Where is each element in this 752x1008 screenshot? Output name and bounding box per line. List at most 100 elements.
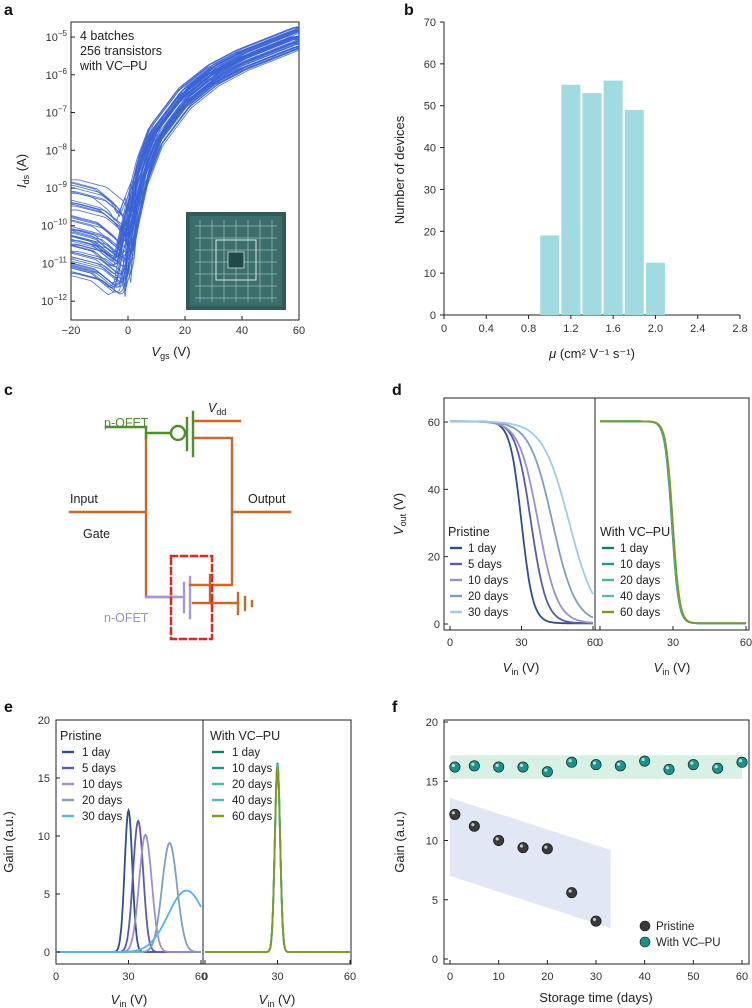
panel-b-x-tick-label: 1.6	[605, 323, 620, 335]
panel-d-legend-label: 60 days	[620, 607, 661, 619]
panel-b-y-tick-label: 60	[424, 59, 436, 71]
panel-f-point	[712, 762, 724, 774]
panel-b-y-tick-label: 70	[424, 17, 436, 29]
panel-a-y-tick-label: 10−6	[46, 67, 68, 82]
panel-e-curves	[56, 762, 350, 953]
panel-b-x-tick-label: 2.8	[732, 323, 747, 335]
panel-b-y-tick-label: 20	[424, 226, 436, 238]
panel-d-x-tick-label: 30	[515, 637, 527, 649]
panel-e-gain-curve	[205, 762, 350, 953]
panel-e-x-axis-label-right: Vin (V)	[259, 992, 296, 1008]
panel-f-point-highlight	[665, 766, 670, 770]
panel-f-legend-marker	[639, 936, 651, 948]
panel-d-legend-label: 1 day	[620, 543, 648, 555]
panel-e-legend-label: 20 days	[82, 795, 123, 807]
panel-a-curves	[70, 25, 300, 297]
panel-e-gain-curve	[56, 889, 202, 953]
panel-a-transfer-curve	[71, 49, 300, 253]
panel-a-x-tick-label: 20	[179, 325, 191, 337]
panel-e-y-tick-label: 5	[44, 889, 50, 901]
panel-f-point	[541, 843, 553, 855]
panel-a-x-tick-label: 0	[125, 325, 131, 337]
panel-b-y-tick-label: 30	[424, 184, 436, 196]
panel-d-vtc-curve	[600, 420, 746, 625]
panel-d-curves	[450, 420, 746, 625]
panel-b-x-ticks: 0 0.4 0.8 1.2 1.6 2.0 2.4 2.8	[441, 315, 748, 335]
panel-b-bar	[624, 109, 644, 316]
panel-a-transfer-curves: −20 0 20 40 60 10−5 10−6 10−7 10−8 10−9 10−10 10−1…	[14, 21, 305, 361]
panel-f-point-highlight	[495, 837, 499, 841]
panel-f-x-tick-label: 0	[447, 971, 453, 983]
panel-b-bars	[540, 80, 665, 316]
panel-b-x-axis-label: μ (cm² V⁻¹ s⁻¹)	[548, 346, 635, 361]
panel-f-legend-marker	[639, 920, 651, 932]
panel-d-x-axis-label-left: Vin (V)	[503, 660, 540, 677]
input-label: Input	[70, 492, 98, 506]
panel-f-point	[687, 759, 699, 771]
panel-b-y-tick-label: 0	[430, 310, 436, 322]
panel-f-x-tick-label: 10	[493, 971, 505, 983]
panel-a-annotation-line-2: 256 transistors	[80, 44, 162, 58]
panel-a-y-ticks: 10−5 10−6 10−7 10−8 10−9 10−10 10−11 10−12	[41, 29, 75, 308]
panel-a-transfer-curve	[70, 36, 299, 222]
panel-e-legend-label: 40 days	[232, 795, 273, 807]
panel-b-mobility-histogram: 0 0.4 0.8 1.2 1.6 2.0 2.4 2.8 0 10 20 30 40 50 60 70 μ…	[392, 17, 748, 361]
panel-f-point	[590, 759, 602, 771]
output-label: Output	[248, 492, 286, 506]
panel-f-point	[517, 761, 529, 773]
panel-e-legend-label: 10 days	[82, 779, 123, 791]
panel-e-gain-curve	[205, 767, 350, 953]
panel-e-legend-title: Pristine	[60, 729, 102, 743]
panel-a-transfer-curve	[70, 25, 300, 217]
panel-f-point	[449, 761, 461, 773]
panel-f-point-highlight	[592, 917, 597, 922]
panel-e-legend-title: With VC–PU	[210, 729, 280, 743]
panel-e-gain-curve	[205, 765, 350, 953]
panel-d-legend-label: 10 days	[468, 575, 509, 587]
panel-e-gain-curve	[205, 763, 350, 953]
panel-d-x-axis-label-right: Vin (V)	[654, 660, 691, 677]
panel-a-transfer-curve	[71, 40, 300, 281]
panel-f-point	[566, 756, 578, 768]
panel-d-y-tick-label: 60	[428, 417, 440, 429]
panel-d-x-tick-label: 60	[740, 637, 752, 649]
p-ofet-symbol	[104, 410, 195, 458]
panel-f-point	[468, 760, 480, 772]
panel-f-point-highlight	[495, 763, 499, 768]
panel-d-legends: Pristine 1 day 5 days 10 days 20 days 30 days…	[448, 525, 670, 619]
panel-f-x-tick-label: 20	[541, 971, 553, 983]
panel-e-x-tick-label: 60	[195, 971, 207, 983]
panel-f-point	[517, 842, 529, 854]
panel-b-x-tick-label: 0	[441, 323, 447, 335]
pristine-trend-band	[450, 797, 611, 929]
panel-f-point	[663, 763, 675, 775]
panel-f-legend-label: With VC–PU	[656, 937, 721, 949]
panel-f-point-highlight	[471, 762, 475, 766]
panel-f-point	[493, 761, 505, 773]
panel-e-y-tick-label: 20	[38, 715, 50, 727]
panel-f-x-tick-label: 40	[639, 971, 651, 983]
panel-a-transfer-curve	[70, 42, 299, 258]
panel-f-point-highlight	[592, 761, 597, 765]
panel-b-bar	[540, 235, 560, 315]
panel-label-d: d	[392, 382, 402, 399]
panel-d-x-tick-label: 0	[447, 637, 453, 649]
panel-d-frame	[443, 397, 750, 631]
panel-e-x-tick-label: 60	[344, 971, 356, 983]
panel-e-x-tick-label: 30	[122, 971, 134, 983]
panel-b-bar	[582, 93, 602, 316]
panel-e-legend-label: 20 days	[232, 779, 273, 791]
panel-f-point	[736, 756, 748, 768]
panel-e-x-axis-label-left: Vin (V)	[111, 992, 148, 1008]
panel-b-bar	[603, 80, 623, 315]
panel-a-x-tick-label: −20	[62, 325, 81, 337]
panel-b-x-tick-label: 2.4	[690, 323, 705, 335]
panel-b-bar	[561, 84, 581, 316]
panel-e-legend-label: 1 day	[82, 747, 110, 759]
panel-d-legend-title: Pristine	[448, 525, 490, 539]
panel-f-y-tick-label: 0	[432, 954, 438, 966]
panel-d-legend-label: 30 days	[468, 607, 509, 619]
panel-d-legend-title: With VC–PU	[600, 525, 670, 539]
panel-a-y-tick-label: 10−9	[46, 180, 68, 195]
